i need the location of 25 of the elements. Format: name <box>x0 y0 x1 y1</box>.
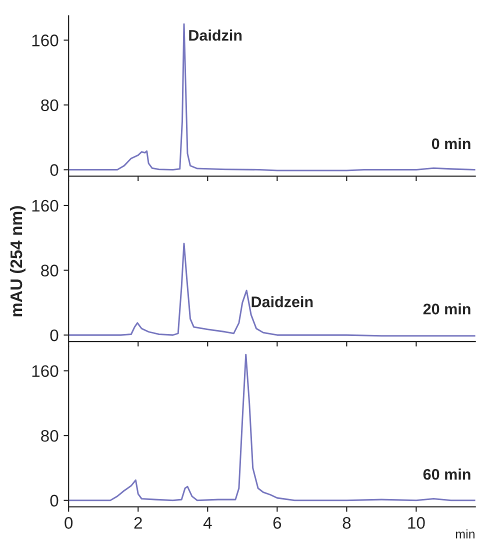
x-tick-label: 0 <box>64 517 73 529</box>
y-axis-title: mAU (254 nm) <box>10 206 26 316</box>
x-tick-label: 8 <box>342 517 351 529</box>
line-series <box>68 242 476 337</box>
y-tick-label: 80 <box>41 430 58 442</box>
y-tick-label: 0 <box>50 494 58 507</box>
annotation: 60 min <box>423 468 470 480</box>
x-tick-label: 4 <box>203 517 212 529</box>
x-axis-title: min <box>456 529 474 538</box>
x-tick-label: 2 <box>134 517 142 529</box>
annotation: Daidzin <box>189 30 242 41</box>
y-tick-label: 160 <box>32 34 58 46</box>
y-tick-label: 0 <box>50 329 58 342</box>
y-tick-label: 0 <box>50 164 58 176</box>
y-tick-label: 160 <box>32 365 58 377</box>
annotation: 20 min <box>423 303 470 314</box>
y-tick-label: 80 <box>41 264 58 276</box>
y-tick-label: 160 <box>32 200 58 212</box>
y-tick-label: 80 <box>41 99 58 112</box>
x-tick-label: 10 <box>408 517 425 529</box>
annotation: 0 min <box>432 138 470 150</box>
line-series <box>68 23 476 172</box>
annotation: Daidzein <box>252 296 313 308</box>
x-tick-label: 6 <box>273 517 282 529</box>
line-series <box>68 354 476 502</box>
